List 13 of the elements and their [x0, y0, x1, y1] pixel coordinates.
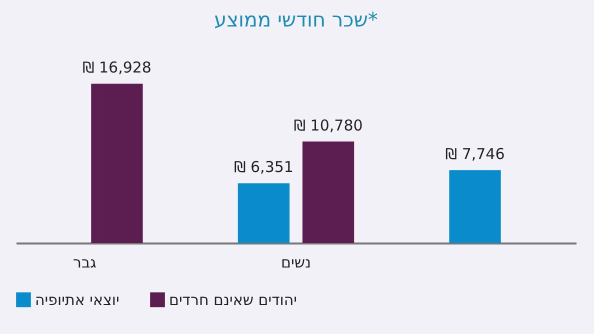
data-label: ₪ 7,746	[445, 145, 505, 164]
bar	[302, 142, 354, 243]
x-tick-label: נשים	[281, 254, 311, 272]
data-label: ₪ 6,351	[234, 158, 294, 176]
data-label: ₪ 16,928	[82, 58, 152, 77]
bar	[238, 183, 290, 243]
bar	[91, 84, 143, 243]
x-tick-label: גבר	[73, 254, 96, 272]
chart-title: שכר חודשי ממוצע*	[214, 8, 378, 32]
legend-label: יהודים שאינם חרדים	[169, 290, 298, 309]
legend-label: יוצאי אתיופיה	[35, 290, 120, 309]
data-label: ₪ 10,780	[294, 116, 363, 135]
bar	[449, 170, 501, 243]
